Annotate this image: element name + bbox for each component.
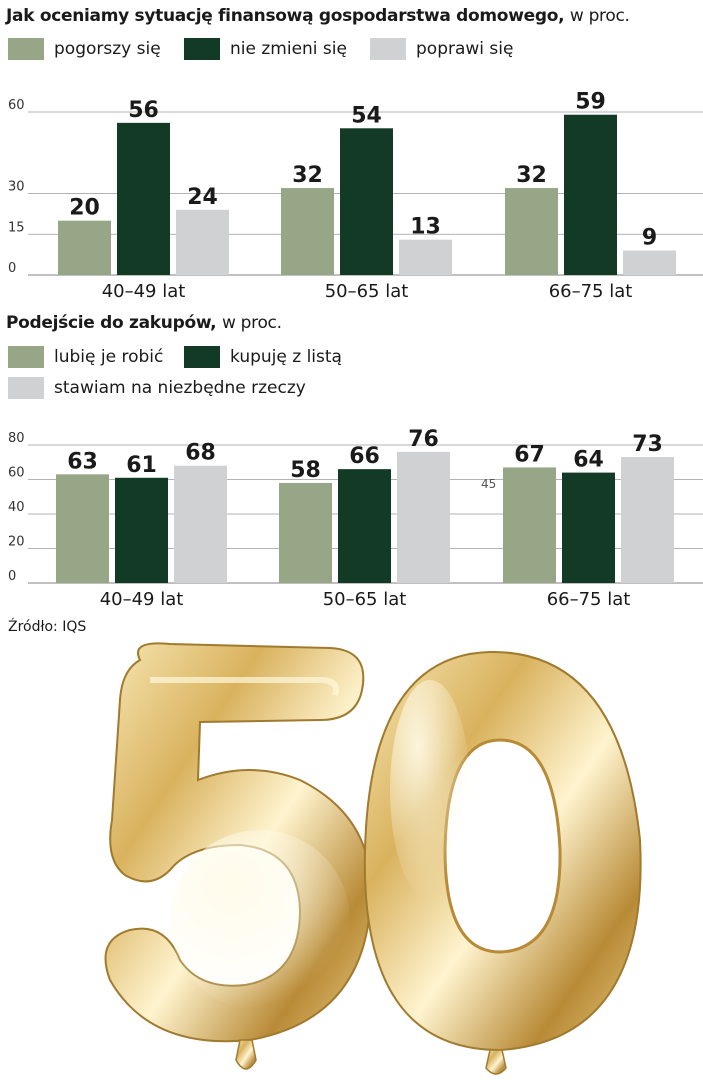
bar: [397, 451, 450, 583]
data-label: 64: [573, 448, 604, 473]
data-label: 24: [187, 185, 218, 210]
bar: [340, 128, 393, 275]
bar: [174, 465, 227, 583]
legend-item-stawiam: stawiam na niezbędne rzeczy: [8, 377, 306, 399]
y-tick-label: 0: [8, 569, 16, 584]
source-note: Źródło: IQS: [8, 619, 87, 635]
legend-swatch: [184, 38, 220, 60]
legend-label: nie zmieni się: [230, 39, 347, 59]
bar: [399, 239, 452, 275]
legend-item-kupuje: kupuję z listą: [184, 346, 342, 368]
y-tick-label: 15: [8, 220, 25, 235]
data-label: 73: [632, 432, 663, 457]
balloons-50-image: [104, 642, 642, 1075]
legend-item-nie-zmieni: nie zmieni się: [184, 38, 347, 60]
chart2-unit: w proc.: [221, 313, 282, 333]
legend-swatch: [8, 377, 44, 399]
legend-swatch: [8, 346, 44, 368]
bar: [621, 457, 674, 583]
bar: [117, 122, 170, 275]
data-label: 66: [349, 444, 380, 469]
legend-label: pogorszy się: [54, 39, 161, 59]
data-label: 32: [516, 163, 547, 188]
data-label: 59: [575, 90, 606, 115]
y-tick-label: 60: [8, 466, 25, 481]
legend-swatch: [370, 38, 406, 60]
legend-item-lubie: lubię je robić: [8, 346, 163, 368]
bar: [338, 469, 391, 583]
data-label: 61: [126, 453, 157, 478]
bar: [176, 209, 229, 275]
data-label: 32: [292, 163, 323, 188]
bar: [503, 467, 556, 583]
data-label: 9: [642, 226, 657, 251]
category-label: 40–49 lat: [102, 281, 186, 302]
legend-label: stawiam na niezbędne rzeczy: [54, 378, 306, 398]
y-tick-label: 60: [8, 98, 25, 113]
data-label: 76: [408, 427, 439, 452]
category-label: 50–65 lat: [325, 281, 409, 302]
data-label: 63: [67, 449, 98, 474]
y-tick-label: 30: [8, 180, 25, 195]
data-label: 56: [128, 98, 159, 123]
category-label: 50–65 lat: [323, 589, 407, 610]
legend-label: lubię je robić: [54, 347, 164, 367]
bar: [505, 188, 558, 275]
bar: [58, 220, 111, 275]
bar: [279, 482, 332, 583]
legend-label: poprawi się: [416, 39, 514, 59]
legend-label: kupuję z listą: [230, 347, 342, 367]
bar: [56, 474, 109, 583]
y-tick-label: 20: [8, 535, 25, 550]
chart1-plot: 0 15 30 60 20 56 24 40–49 lat 32 54 13 50–65 lat 32 5…: [8, 90, 703, 302]
bar: [562, 472, 615, 583]
legend-item-pogorszy: pogorszy się: [8, 38, 161, 60]
category-label: 40–49 lat: [100, 589, 184, 610]
data-label: 20: [69, 196, 100, 221]
chart2-title-text: Podejście do zakupów,: [6, 313, 217, 333]
category-label: 66–75 lat: [547, 589, 631, 610]
bar: [623, 250, 676, 275]
data-label: 13: [410, 215, 441, 240]
chart1-title: Jak oceniamy sytuację finansową gospodar…: [6, 6, 630, 26]
legend-swatch: [184, 346, 220, 368]
legend-swatch: [8, 38, 44, 60]
y-tick-label: 0: [8, 261, 16, 276]
data-label: 68: [185, 441, 216, 466]
bar: [564, 114, 617, 275]
chart2-plot: 0 20 40 60 80 63 61 68 40–49 lat 58 66 76 50–65 lat 6…: [8, 427, 703, 610]
data-label: 54: [351, 103, 382, 128]
bar: [115, 477, 168, 583]
annotation-label: 45: [481, 477, 496, 491]
data-label: 58: [290, 458, 321, 483]
category-label: 66–75 lat: [549, 281, 633, 302]
y-tick-label: 80: [8, 431, 25, 446]
data-label: 67: [514, 442, 545, 467]
chart1-title-text: Jak oceniamy sytuację finansową gospodar…: [6, 6, 565, 26]
y-tick-label: 40: [8, 500, 25, 515]
bar: [281, 188, 334, 275]
chart2-title: Podejście do zakupów, w proc.: [6, 313, 282, 333]
legend-item-poprawi: poprawi się: [370, 38, 513, 60]
chart1-unit: w proc.: [569, 6, 630, 26]
